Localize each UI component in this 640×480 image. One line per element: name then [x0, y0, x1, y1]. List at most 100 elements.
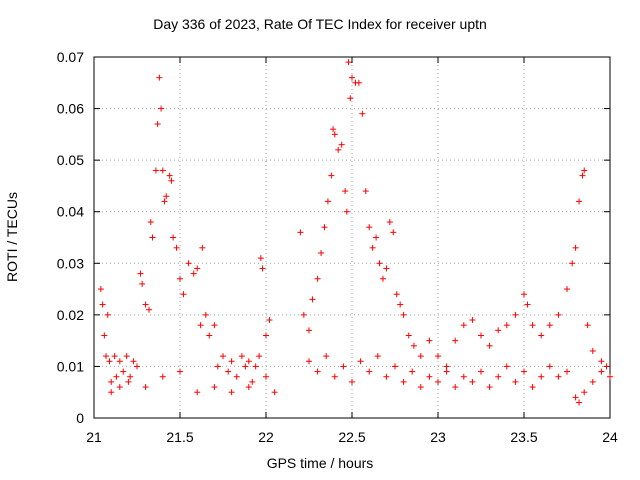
data-point	[177, 368, 183, 375]
data-point	[263, 373, 269, 380]
y-tick-label: 0.03	[57, 255, 84, 271]
data-point	[149, 234, 156, 241]
data-point	[460, 373, 467, 380]
data-point	[572, 394, 579, 401]
data-point	[392, 363, 398, 370]
data-point	[158, 105, 165, 112]
data-point	[512, 311, 519, 318]
data-point	[426, 337, 433, 344]
data-point	[495, 327, 502, 334]
data-point	[607, 373, 613, 380]
data-point	[252, 363, 259, 370]
data-point	[589, 378, 596, 385]
data-point	[555, 311, 562, 318]
data-point	[300, 311, 307, 318]
data-point	[366, 224, 373, 231]
data-point	[357, 358, 364, 365]
y-tick-label: 0.01	[57, 358, 84, 374]
data-point	[435, 353, 441, 360]
data-point	[335, 146, 342, 153]
data-point	[379, 275, 386, 282]
data-point	[579, 172, 586, 179]
data-points	[97, 59, 613, 406]
data-point	[576, 399, 583, 406]
data-point	[211, 322, 218, 329]
data-point	[400, 311, 407, 318]
data-point	[194, 389, 201, 396]
data-point	[359, 110, 366, 117]
data-point	[366, 368, 373, 375]
data-point	[108, 389, 115, 396]
data-point	[529, 384, 536, 391]
data-point	[104, 311, 111, 318]
data-point	[355, 79, 362, 86]
data-point	[581, 167, 588, 174]
data-point	[469, 378, 476, 385]
data-point	[564, 368, 570, 375]
data-point	[314, 368, 321, 375]
data-point	[199, 244, 206, 251]
data-point	[106, 358, 113, 365]
x-tick-label: 22	[258, 429, 274, 445]
data-point	[190, 270, 197, 277]
data-point	[97, 286, 104, 293]
axis-ticks: 21 21.5 22 22.5 23 23.5 24 0 0.01 0.02 0.03 0.04 0.0…	[57, 49, 618, 445]
data-point	[376, 260, 383, 267]
data-point	[309, 296, 316, 303]
data-point	[245, 384, 252, 391]
data-point	[603, 363, 610, 370]
data-point	[197, 322, 204, 329]
data-point	[259, 265, 266, 272]
data-point	[373, 234, 380, 241]
data-point	[123, 353, 130, 360]
data-point	[214, 363, 221, 370]
data-point	[228, 358, 235, 365]
data-point	[584, 322, 591, 329]
data-point	[538, 373, 545, 380]
data-point	[116, 358, 123, 365]
data-point	[142, 301, 149, 308]
x-tick-label: 23.5	[510, 429, 537, 445]
data-point	[168, 177, 175, 184]
data-point	[228, 389, 235, 396]
data-point	[185, 260, 192, 267]
y-tick-label: 0.06	[57, 101, 84, 117]
data-point	[460, 322, 467, 329]
data-point	[161, 198, 168, 205]
data-point	[170, 234, 177, 241]
data-point	[238, 353, 245, 360]
data-point	[405, 332, 412, 339]
data-point	[328, 172, 335, 179]
data-point	[271, 389, 278, 396]
data-point	[146, 306, 153, 313]
data-point	[120, 368, 127, 375]
data-point	[314, 275, 321, 282]
x-tick-label: 21.5	[166, 429, 193, 445]
y-tick-label: 0.05	[57, 152, 84, 168]
data-point	[524, 301, 531, 308]
data-point	[159, 167, 166, 174]
data-point	[349, 378, 355, 385]
data-point	[152, 167, 159, 174]
x-tick-label: 22.5	[338, 429, 365, 445]
data-point	[130, 358, 137, 365]
data-point	[202, 311, 209, 318]
data-point	[249, 378, 256, 385]
data-point	[410, 342, 417, 349]
data-point	[154, 121, 161, 128]
data-point	[180, 291, 187, 298]
data-point	[569, 260, 576, 267]
data-point	[220, 353, 226, 360]
data-point	[598, 358, 605, 365]
data-point	[127, 373, 134, 380]
data-point	[495, 373, 502, 380]
data-point	[266, 317, 273, 324]
data-point	[529, 322, 536, 329]
data-point	[426, 373, 433, 380]
data-point	[147, 219, 154, 226]
data-point	[125, 378, 132, 385]
data-point	[409, 368, 416, 375]
data-point	[345, 59, 352, 66]
data-point	[242, 363, 249, 370]
data-point	[383, 265, 390, 272]
